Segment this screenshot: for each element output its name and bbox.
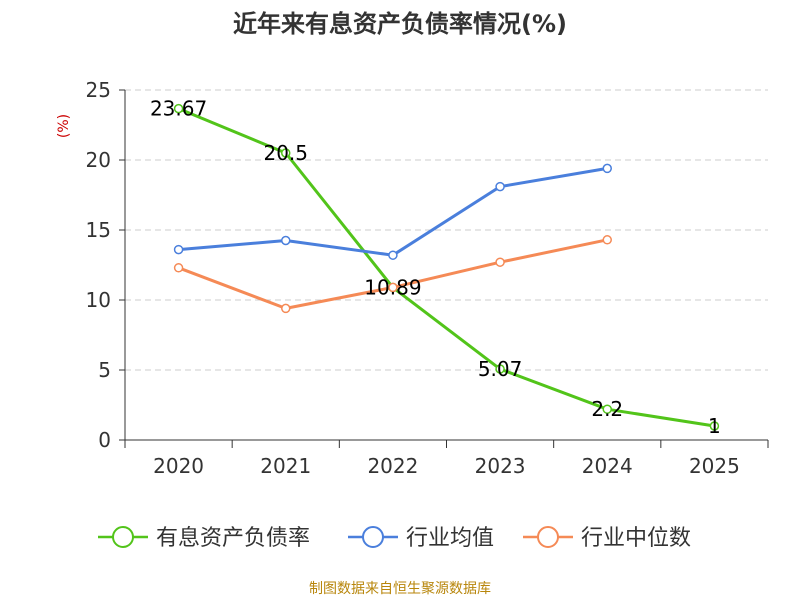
legend-label: 行业均值 <box>406 526 494 551</box>
series-lines <box>173 103 720 431</box>
data-label: 5.07 <box>478 357 523 381</box>
data-point <box>602 163 612 174</box>
data-label: 23.67 <box>150 97 207 121</box>
legend-swatch-marker <box>537 526 559 548</box>
series-1 <box>173 103 720 431</box>
series-line <box>178 166 608 257</box>
y-axis-label: (%) <box>56 114 72 138</box>
series-3 <box>173 235 612 314</box>
data-point <box>495 364 505 374</box>
legend-item: 行业中位数 <box>523 526 691 551</box>
legend-label: 有息资产负债率 <box>156 526 310 551</box>
x-tick-label: 2020 <box>153 454 204 478</box>
y-tick-label: 15 <box>86 218 111 242</box>
x-tick-label: 2023 <box>475 454 526 478</box>
data-label: 10.89 <box>364 276 421 300</box>
legend-item: 行业均值 <box>348 526 494 551</box>
y-tick-label: 25 <box>86 78 111 102</box>
series-2 <box>173 163 612 260</box>
y-tick-label: 0 <box>98 428 111 452</box>
chart-title: 近年来有息资产负债率情况(%) <box>233 10 567 38</box>
data-point <box>495 257 505 267</box>
data-point <box>709 421 720 431</box>
legend-swatch-marker <box>112 526 134 548</box>
data-point <box>281 303 291 314</box>
series-line <box>178 107 715 428</box>
data-label: 1 <box>708 414 721 438</box>
data-point <box>173 244 184 255</box>
x-tick-label: 2024 <box>582 454 633 478</box>
data-label: 2.2 <box>591 397 623 421</box>
legend-label: 行业中位数 <box>581 526 691 551</box>
legend: 有息资产负债率 行业均值 行业中位数 <box>98 526 691 551</box>
legend-swatch-marker <box>362 526 384 548</box>
y-tick-label: 20 <box>86 148 111 172</box>
data-point <box>388 250 398 260</box>
data-point <box>495 181 505 192</box>
data-point <box>281 148 291 158</box>
source-note: 制图数据来自恒生聚源数据库 <box>309 581 491 597</box>
data-point <box>281 235 291 246</box>
y-tick-label: 10 <box>86 288 111 312</box>
x-tick-label: 2022 <box>367 454 418 478</box>
legend-item: 有息资产负债率 <box>98 526 310 551</box>
y-tick-label: 5 <box>98 358 111 382</box>
data-point <box>602 404 612 414</box>
data-point <box>173 103 184 114</box>
data-point <box>388 282 398 293</box>
grid-lines <box>125 89 768 371</box>
data-point <box>173 263 184 273</box>
x-tick-label: 2025 <box>689 454 740 478</box>
data-label: 20.5 <box>263 141 308 165</box>
data-point <box>602 235 612 245</box>
data-labels: 23.67 20.5 10.89 5.07 2.2 1 <box>150 97 721 438</box>
x-tick-label: 2021 <box>260 454 311 478</box>
